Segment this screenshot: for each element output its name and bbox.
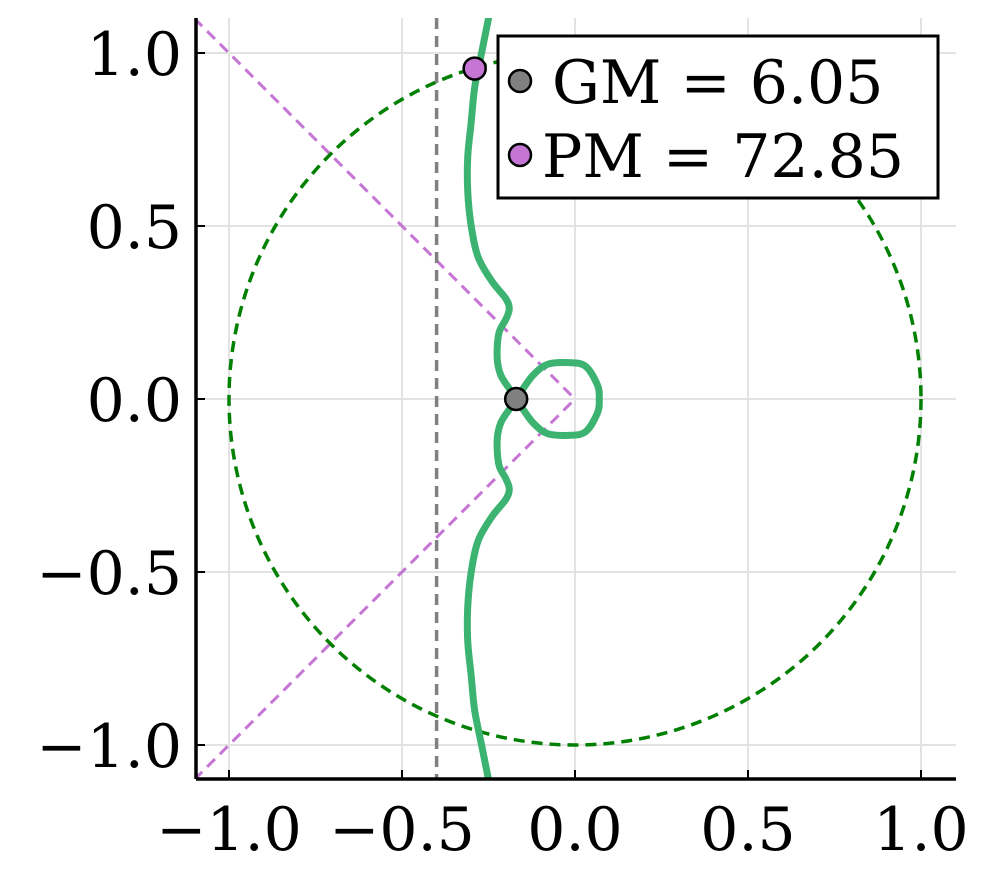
x-tick-label-2: 0.0: [527, 795, 622, 865]
legend-marker-gm: [507, 68, 533, 94]
x-tick-label-4: 1.0: [873, 795, 968, 865]
legend-box: [496, 34, 940, 200]
nyquist-curve: [463, 18, 603, 779]
nyquist-curve-layer: [463, 18, 603, 779]
y-tick-label-1: −0.5: [36, 539, 182, 609]
phase-margin-line-1: [196, 397, 577, 779]
legend-label-gm: GM = 6.05: [552, 48, 883, 118]
margin-point-0: [503, 386, 529, 412]
legend-marker-pm: [507, 142, 533, 168]
x-tick-label-3: 0.5: [700, 795, 795, 865]
axes: [194, 18, 956, 781]
margin-point-1: [462, 56, 487, 81]
y-tick-label-3: 0.5: [87, 193, 182, 263]
legend-label-pm: PM = 72.85: [542, 122, 904, 192]
x-tick-label-1: −0.5: [329, 795, 475, 865]
y-tick-label-4: 1.0: [87, 20, 182, 90]
y-tick-label-2: 0.0: [87, 366, 182, 436]
legend: GM = 6.05 PM = 72.85: [496, 34, 940, 200]
y-tick-label-0: −1.0: [36, 712, 182, 782]
x-tick-label-0: −1.0: [156, 795, 302, 865]
margin-markers: [462, 56, 529, 412]
tick-labels: −1.0 −0.5 0.0 0.5 1.0 −1.0 −0.5 0.0 0.5 1.0: [36, 20, 968, 865]
